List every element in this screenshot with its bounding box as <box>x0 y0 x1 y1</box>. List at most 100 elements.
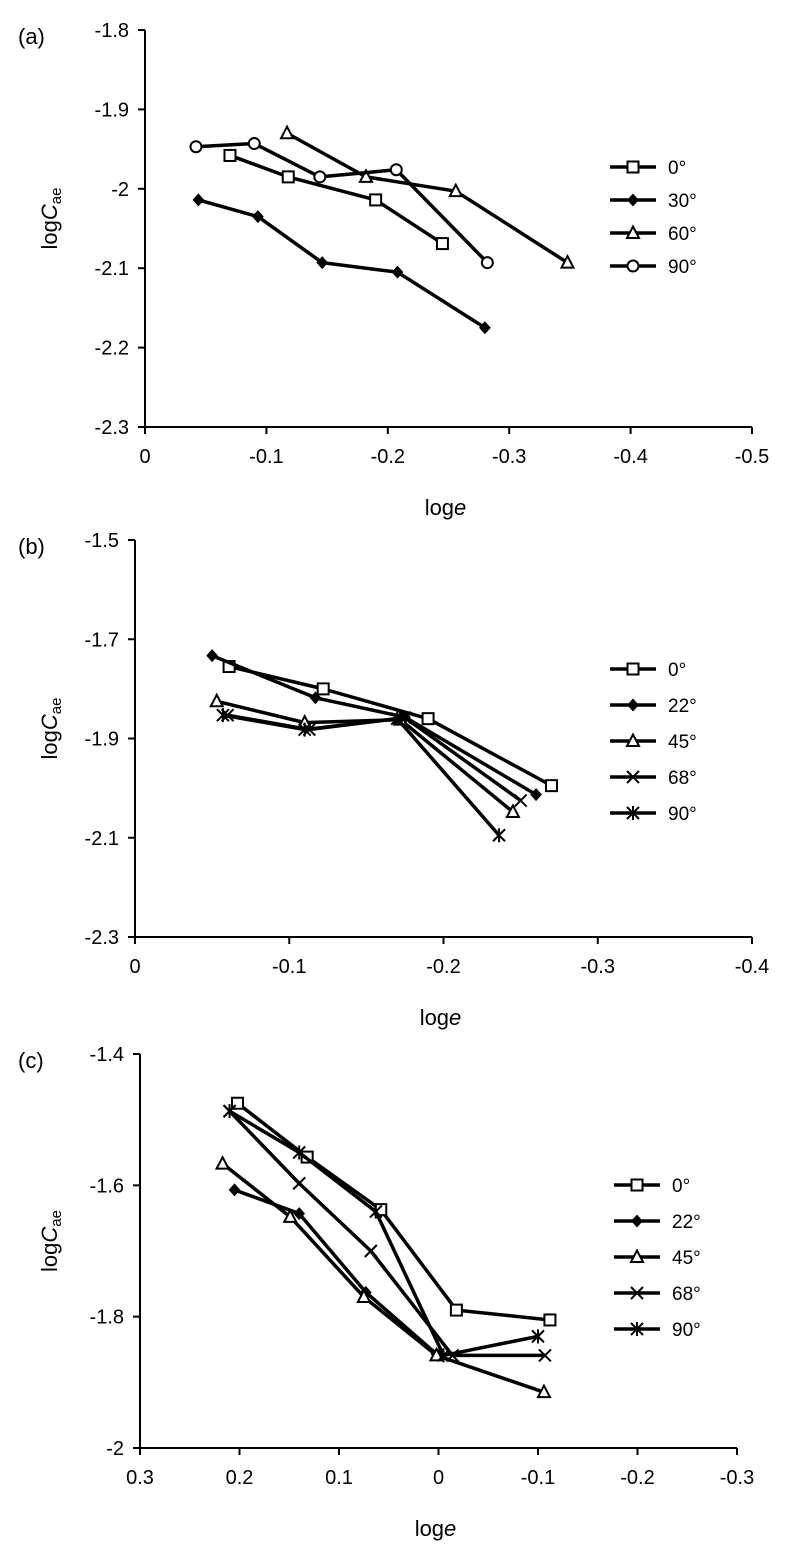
y-tick-label: -2.2 <box>95 338 129 360</box>
x-tick-label: -0.3 <box>720 1467 754 1489</box>
data-point-marker <box>559 253 576 269</box>
x-tick-label: 0.3 <box>126 1467 154 1489</box>
y-tick-label: -1.4 <box>90 1044 124 1066</box>
data-point-marker <box>544 779 558 793</box>
legend-marker <box>629 1248 645 1263</box>
y-axis-title: logCae <box>37 1210 65 1272</box>
data-point-marker <box>313 170 327 184</box>
data-point-marker <box>448 182 464 198</box>
data-point-marker <box>389 163 403 177</box>
series-line <box>229 153 444 246</box>
series-line <box>228 1109 539 1358</box>
legend-entry: 45° <box>610 732 697 753</box>
legend-entry: 90° <box>614 1320 701 1341</box>
y-tick-label: -1.9 <box>95 99 129 121</box>
data-point-marker <box>292 1145 306 1160</box>
legend-entry: 90° <box>610 804 697 825</box>
legend-entry: 0° <box>610 660 686 681</box>
data-point-marker <box>531 1329 545 1344</box>
data-point-marker <box>223 148 237 162</box>
legend-entry: 60° <box>610 224 697 245</box>
series-line <box>221 1162 545 1394</box>
y-tick-label: -1.5 <box>85 530 119 552</box>
series-2 <box>279 124 576 269</box>
chart-panel-c: -1.4 -1.6 -1.8 -20.3 0.2 0.1 0 -0.1 -0.2 -0.3 (c) l… <box>18 1044 754 1541</box>
data-point-marker <box>316 682 330 696</box>
x-tick-label: -0.1 <box>272 956 306 978</box>
data-point-marker <box>282 1208 298 1223</box>
legend-marker <box>625 224 641 239</box>
chart-panel-b: -1.5 -1.7 -1.9 -2.1 -2.3 0 -0.1 -0.2 -0.3 -0.4 (b)… <box>18 530 769 1030</box>
data-point-marker <box>209 692 225 708</box>
x-axis-title: loge <box>415 1516 457 1541</box>
legend-marker <box>627 193 639 207</box>
legend-label: 90° <box>668 257 697 278</box>
panel-label: (a) <box>18 24 45 49</box>
data-point-marker <box>390 711 404 726</box>
data-point-marker <box>505 803 521 818</box>
legend-label: 0° <box>672 1176 690 1197</box>
legend-marker <box>626 160 640 174</box>
series-line <box>228 664 553 788</box>
data-point-marker <box>436 1348 451 1363</box>
x-tick-label: -0.2 <box>620 1467 654 1489</box>
data-point-marker <box>356 1288 372 1303</box>
data-point-marker <box>228 1183 241 1197</box>
series-4 <box>216 708 506 843</box>
x-tick-label: -0.1 <box>249 446 283 468</box>
legend-label: 45° <box>672 1248 701 1269</box>
legend-marker <box>626 806 640 820</box>
legend-entry: 68° <box>610 768 697 789</box>
y-tick-label: -1.7 <box>85 629 119 651</box>
series-line <box>222 713 501 837</box>
legend-label: 0° <box>668 158 686 179</box>
legend-marker <box>626 662 640 676</box>
legend-label: 30° <box>668 191 697 212</box>
chart-panel-a: -1.8 -1.9 -2 -2.1 -2.2 -2.3 0 -0.1 -0.2 -0.3 -0.4 -… <box>18 20 769 520</box>
y-tick-label: -2.1 <box>95 258 129 280</box>
legend-marker <box>625 732 641 747</box>
data-point-marker <box>364 1244 378 1258</box>
legend-entry: 0° <box>614 1176 690 1197</box>
data-point-marker <box>435 237 449 251</box>
x-axis-title: loge <box>420 1005 462 1030</box>
data-point-marker <box>247 137 261 151</box>
legend-label: 90° <box>672 1320 701 1341</box>
data-point-marker <box>530 788 542 802</box>
legend-label: 68° <box>668 768 697 789</box>
legend-marker <box>630 1178 644 1192</box>
y-tick-label: -1.9 <box>85 729 119 751</box>
data-point-marker <box>536 1383 552 1399</box>
y-tick-label: -2 <box>106 1438 124 1460</box>
series-line <box>286 131 569 265</box>
data-point-marker <box>309 691 322 705</box>
legend-entry: 22° <box>610 696 697 717</box>
legend-entry: 0° <box>610 158 686 179</box>
x-tick-label: -0.1 <box>521 1467 555 1489</box>
data-point-marker <box>252 210 264 224</box>
series-0 <box>222 660 558 793</box>
data-point-marker <box>206 649 218 663</box>
data-point-marker <box>421 712 435 726</box>
data-point-marker <box>391 265 404 279</box>
legend-entry: 30° <box>610 191 697 212</box>
data-point-marker <box>513 793 528 808</box>
y-tick-label: -2.3 <box>95 417 129 439</box>
series-1 <box>192 193 491 335</box>
y-axis-title: logCae <box>37 188 65 250</box>
data-point-marker <box>369 193 383 207</box>
legend-entry: 45° <box>614 1248 701 1269</box>
legend-label: 60° <box>668 224 697 245</box>
data-point-marker <box>293 1207 306 1221</box>
legend-label: 22° <box>672 1212 701 1233</box>
data-point-marker <box>222 1104 237 1119</box>
series-line <box>216 699 515 814</box>
series-line <box>211 654 537 797</box>
panel-label: (b) <box>18 534 45 559</box>
x-tick-label: -0.4 <box>613 446 647 468</box>
x-axis-title: loge <box>425 495 467 520</box>
data-point-marker <box>214 1154 231 1170</box>
legend-entry: 68° <box>614 1284 701 1305</box>
y-tick-label: -2.3 <box>85 927 119 949</box>
